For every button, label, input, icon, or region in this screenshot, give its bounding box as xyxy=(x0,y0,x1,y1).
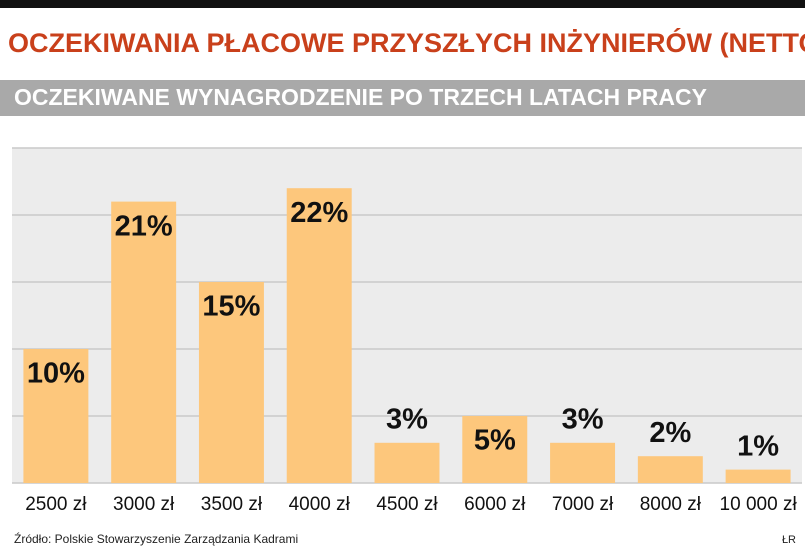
top-rule xyxy=(0,0,805,8)
x-tick-label: 3500 zł xyxy=(201,494,263,515)
data-label: 1% xyxy=(737,430,779,462)
bar xyxy=(374,442,440,483)
x-tick-label: 10 000 zł xyxy=(720,494,798,515)
x-tick-label: 2500 zł xyxy=(25,494,87,515)
bar xyxy=(23,349,89,483)
bar xyxy=(725,469,791,483)
x-tick-label: 3000 zł xyxy=(113,494,175,515)
bar xyxy=(111,201,177,483)
bar xyxy=(550,442,616,483)
bar xyxy=(286,188,352,483)
data-label: 15% xyxy=(202,291,260,323)
subtitle-band xyxy=(0,80,805,116)
bar xyxy=(462,416,528,483)
chart-subtitle: OCZEKIWANE WYNAGRODZENIE PO TRZECH LATAC… xyxy=(14,84,707,110)
credit: ŁR xyxy=(782,534,796,546)
data-label: 3% xyxy=(562,403,604,435)
bar xyxy=(198,282,264,483)
data-label: 2% xyxy=(649,417,691,449)
bar xyxy=(637,456,703,483)
data-label: 10% xyxy=(27,358,85,390)
x-tick-label: 4000 zł xyxy=(289,494,351,515)
x-tick-label: 4500 zł xyxy=(376,494,438,515)
data-label: 22% xyxy=(290,197,348,229)
data-label: 3% xyxy=(386,403,428,435)
x-tick-label: 6000 zł xyxy=(464,494,526,515)
data-label: 5% xyxy=(474,425,516,457)
x-tick-label: 7000 zł xyxy=(552,494,614,515)
source: Źródło: Polskie Stowarzyszenie Zarządzan… xyxy=(14,531,298,546)
chart-title: OCZEKIWANIA PŁACOWE PRZYSZŁYCH INŻYNIERÓ… xyxy=(8,27,805,58)
data-label: 21% xyxy=(115,210,173,242)
x-tick-label: 8000 zł xyxy=(640,494,702,515)
